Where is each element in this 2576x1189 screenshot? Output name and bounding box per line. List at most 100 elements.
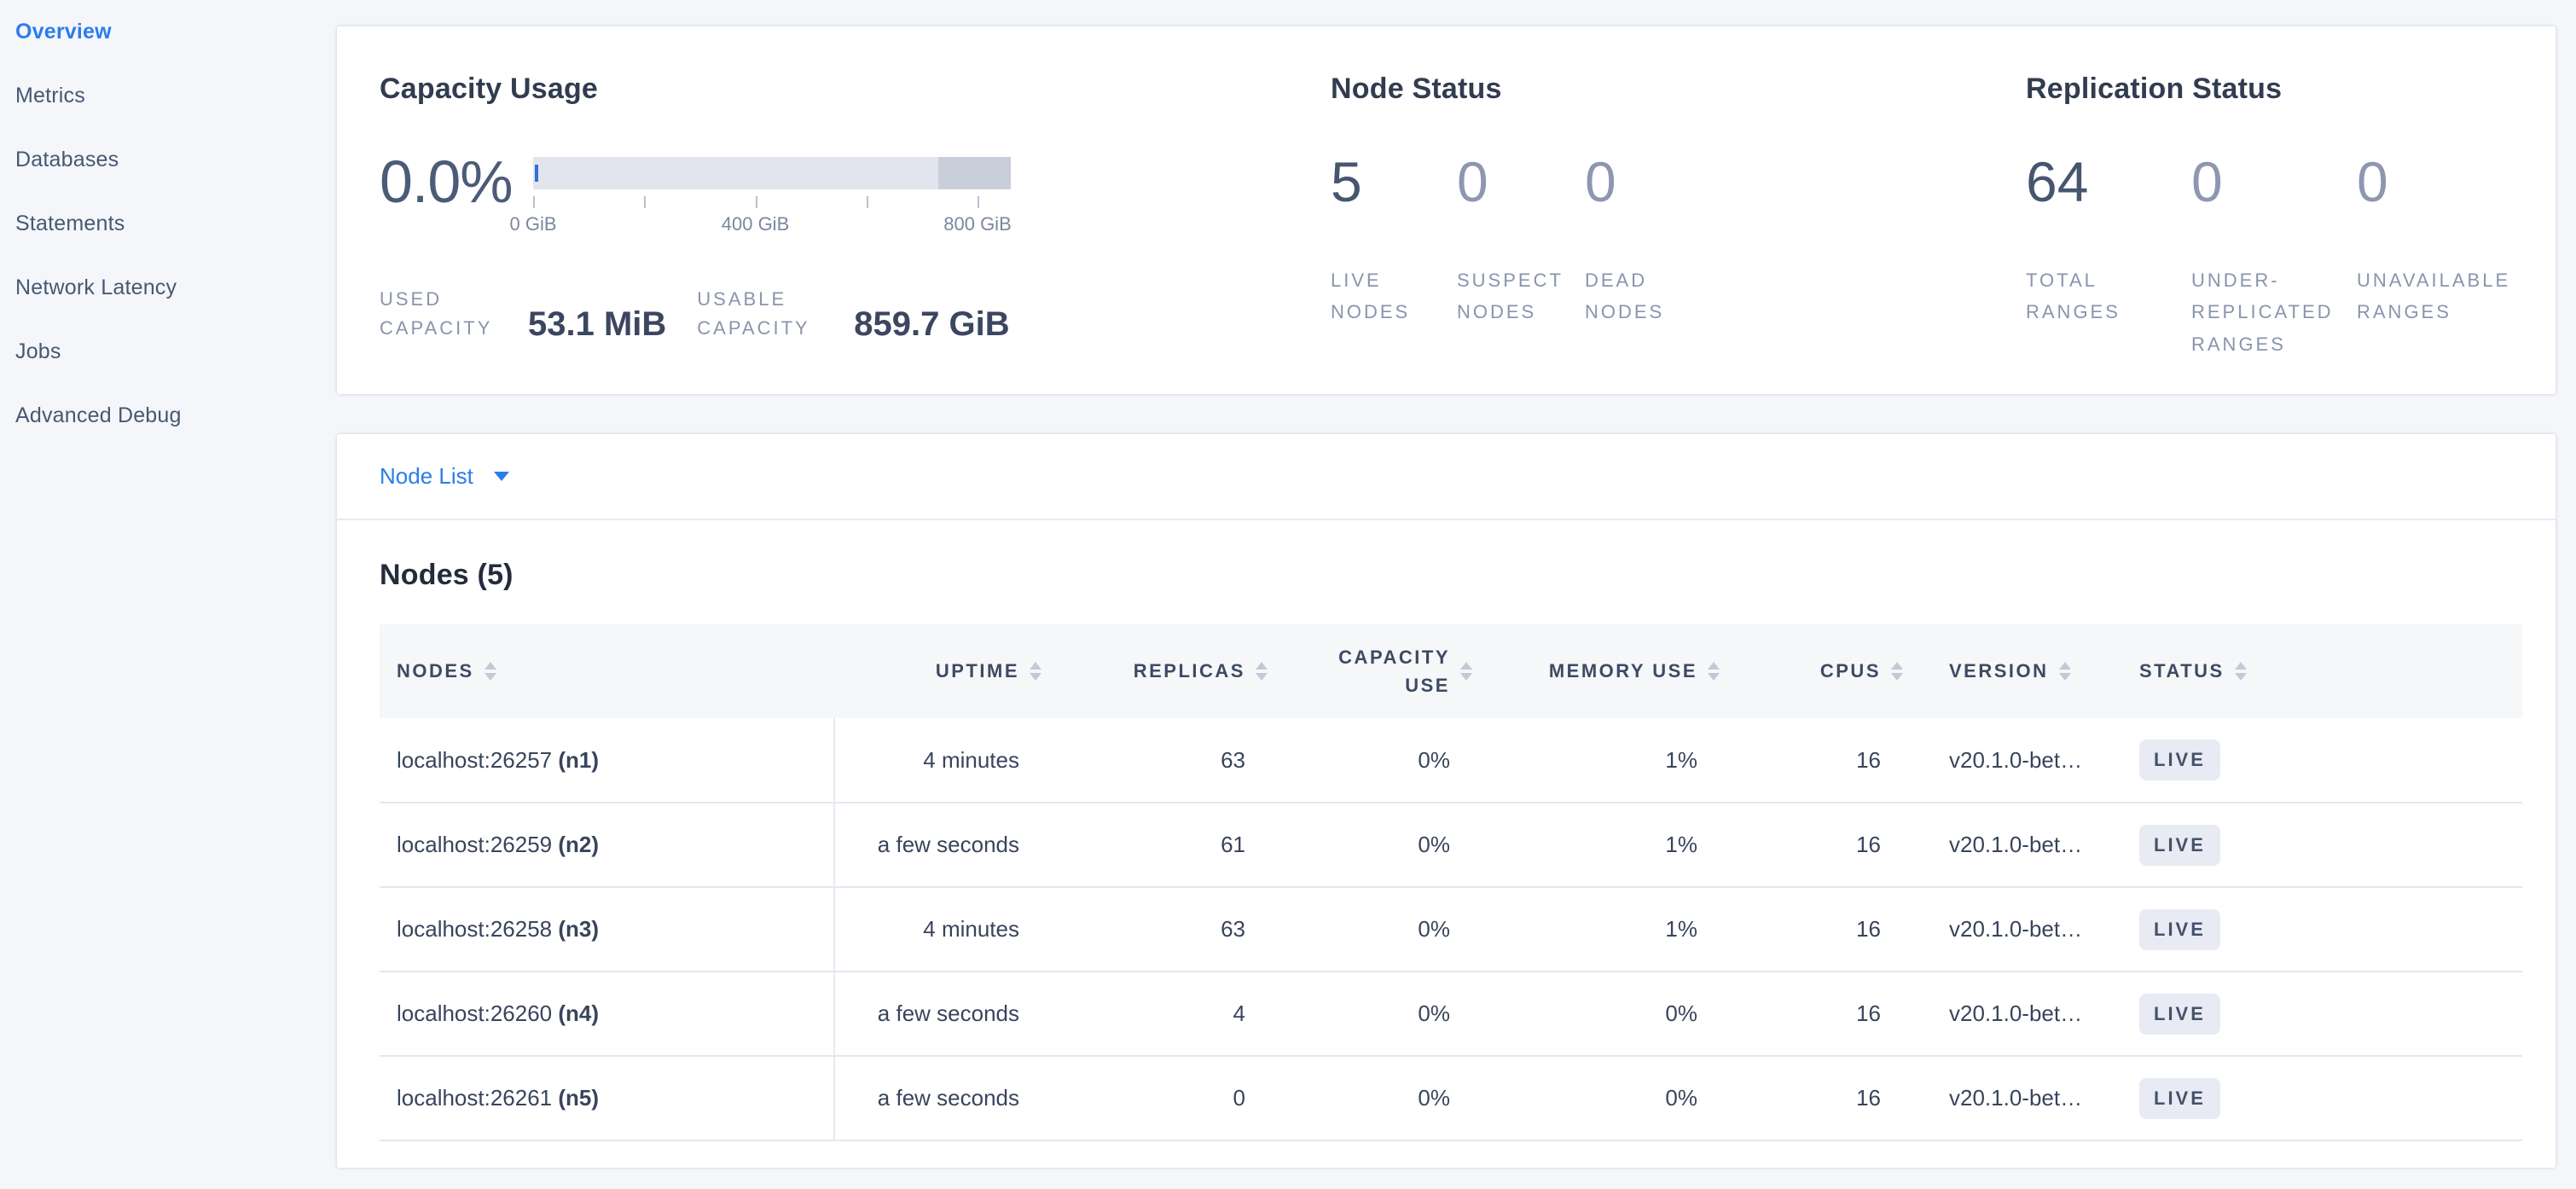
replication-status-section: Replication Status 64 TOTAL RANGES 0 UND…	[2026, 72, 2556, 394]
usable-capacity-group: USABLE CAPACITY 859.7 GiB	[697, 285, 1009, 343]
table-header-row: NODES UPTIME REPLICAS CAPACITY USE	[380, 624, 2522, 718]
node-list-dropdown[interactable]: Node List	[380, 463, 509, 490]
version-cell: v20.1.0-bet…	[1906, 803, 2115, 888]
sort-icon[interactable]	[2234, 662, 2247, 681]
unavailable-ranges-label: UNAVAILABLE RANGES	[2357, 270, 2511, 323]
node-id: (n4)	[558, 1000, 600, 1026]
capacity-use-cell: 0%	[1271, 718, 1476, 803]
total-ranges-label: TOTAL RANGES	[2026, 270, 2121, 323]
node-address[interactable]: localhost:26258	[397, 916, 553, 942]
cpus-cell: 16	[1723, 718, 1906, 803]
version-cell: v20.1.0-bet…	[1906, 887, 2115, 972]
nodes-count-heading: Nodes (5)	[380, 559, 513, 591]
sidebar: Overview Metrics Databases Statements Ne…	[0, 0, 337, 1189]
chevron-down-icon	[493, 472, 509, 481]
nodes-table: NODES UPTIME REPLICAS CAPACITY USE	[380, 624, 2522, 1141]
column-header-cpus[interactable]: CPUS	[1723, 624, 1906, 718]
cpus-cell: 16	[1723, 887, 1906, 972]
usable-capacity-value: 859.7 GiB	[854, 305, 1010, 344]
sort-icon[interactable]	[2058, 662, 2071, 681]
sidebar-item-advanced-debug[interactable]: Advanced Debug	[15, 403, 182, 427]
sidebar-item-jobs[interactable]: Jobs	[15, 339, 61, 363]
column-header-version[interactable]: VERSION	[1906, 624, 2115, 718]
table-row-node-3[interactable]: localhost:26258 (n3) 4 minutes 63 0% 1% …	[380, 887, 2522, 972]
capacity-nonusable-segment	[938, 157, 1011, 189]
column-header-replicas[interactable]: REPLICAS	[1045, 624, 1271, 718]
used-capacity-group: USED CAPACITY 53.1 MiB	[380, 285, 666, 343]
version-cell: v20.1.0-bet…	[1906, 1056, 2115, 1141]
cpus-cell: 16	[1723, 972, 1906, 1057]
memory-use-cell: 0%	[1476, 1056, 1723, 1141]
column-header-memory-use[interactable]: MEMORY USE	[1476, 624, 1723, 718]
table-row-node-5[interactable]: localhost:26261 (n5) a few seconds 0 0% …	[380, 1056, 2522, 1141]
capacity-usage-title: Capacity Usage	[380, 72, 599, 105]
column-header-capacity-use[interactable]: CAPACITY USE	[1271, 624, 1476, 718]
column-header-status[interactable]: STATUS	[2115, 624, 2260, 718]
usable-capacity-label: USABLE CAPACITY	[697, 288, 810, 339]
capacity-use-cell: 0%	[1271, 803, 1476, 888]
uptime-cell: a few seconds	[834, 1056, 1045, 1141]
tick-label-800: 800 GiB	[943, 213, 1012, 235]
capacity-gauge: 0 GiB 400 GiB 800 GiB	[509, 154, 1012, 235]
capacity-use-cell: 0%	[1271, 887, 1476, 972]
node-status-section: Node Status 5 LIVE NODES 0 SUSPECT NODES…	[1331, 72, 2026, 394]
dead-nodes-value: 0	[1585, 150, 1616, 213]
replicas-cell: 0	[1045, 1056, 1271, 1141]
capacity-use-cell: 0%	[1271, 972, 1476, 1057]
table-row-node-4[interactable]: localhost:26260 (n4) a few seconds 4 0% …	[380, 972, 2522, 1057]
used-capacity-label: USED CAPACITY	[380, 288, 493, 339]
sort-icon[interactable]	[484, 662, 496, 681]
uptime-cell: 4 minutes	[834, 887, 1045, 972]
node-address[interactable]: localhost:26260	[397, 1000, 553, 1026]
node-id: (n1)	[558, 746, 600, 773]
suspect-nodes-metric: 0 SUSPECT NODES	[1457, 154, 1585, 328]
sort-icon[interactable]	[1460, 662, 1472, 681]
total-ranges-value: 64	[2026, 150, 2089, 213]
live-nodes-label: LIVE NODES	[1331, 270, 1411, 323]
memory-use-cell: 1%	[1476, 887, 1723, 972]
uptime-cell: 4 minutes	[834, 718, 1045, 803]
status-badge: LIVE	[2139, 908, 2220, 950]
under-replicated-value: 0	[2191, 150, 2223, 213]
sidebar-item-network-latency[interactable]: Network Latency	[15, 276, 177, 299]
replicas-cell: 63	[1045, 718, 1271, 803]
sidebar-item-databases[interactable]: Databases	[15, 148, 119, 171]
memory-use-cell: 1%	[1476, 718, 1723, 803]
node-address[interactable]: localhost:26259	[397, 832, 553, 857]
replication-metrics: 64 TOTAL RANGES 0 UNDER-REPLICATED RANGE…	[2026, 154, 2556, 360]
total-ranges-metric: 64 TOTAL RANGES	[2026, 154, 2191, 360]
sort-icon[interactable]	[1256, 662, 1268, 681]
suspect-nodes-value: 0	[1457, 150, 1488, 213]
unavailable-ranges-metric: 0 UNAVAILABLE RANGES	[2357, 154, 2538, 360]
sort-icon[interactable]	[1708, 662, 1720, 681]
version-cell: v20.1.0-bet…	[1906, 972, 2115, 1057]
node-status-title: Node Status	[1331, 72, 1502, 105]
sidebar-item-statements[interactable]: Statements	[15, 212, 125, 235]
under-replicated-label: UNDER-REPLICATED RANGES	[2191, 270, 2334, 355]
status-badge: LIVE	[2139, 740, 2220, 780]
sidebar-item-overview[interactable]: Overview	[15, 20, 112, 44]
replicas-cell: 63	[1045, 887, 1271, 972]
table-row-node-1[interactable]: localhost:26257 (n1) 4 minutes 63 0% 1% …	[380, 718, 2522, 803]
live-nodes-metric: 5 LIVE NODES	[1331, 154, 1457, 328]
dead-nodes-metric: 0 DEAD NODES	[1585, 154, 1687, 328]
cpus-cell: 16	[1723, 1056, 1906, 1141]
sidebar-item-metrics[interactable]: Metrics	[15, 84, 85, 107]
sort-icon[interactable]	[1891, 662, 1903, 681]
node-address[interactable]: localhost:26257	[397, 746, 553, 773]
table-row-node-2[interactable]: localhost:26259 (n2) a few seconds 61 0%…	[380, 803, 2522, 888]
memory-use-cell: 1%	[1476, 803, 1723, 888]
status-badge: LIVE	[2139, 993, 2220, 1035]
column-header-uptime[interactable]: UPTIME	[834, 624, 1045, 718]
sort-icon[interactable]	[1030, 662, 1041, 681]
replication-status-title: Replication Status	[2026, 72, 2283, 105]
cluster-summary-card: Capacity Usage 0.0% 0 GiB 400 Gi	[337, 26, 2556, 394]
node-address[interactable]: localhost:26261	[397, 1085, 553, 1111]
capacity-metrics: USED CAPACITY 53.1 MiB USABLE CAPACITY 8…	[380, 285, 1331, 343]
unavailable-ranges-value: 0	[2357, 150, 2388, 213]
uptime-cell: a few seconds	[834, 972, 1045, 1057]
column-header-nodes[interactable]: NODES	[380, 624, 834, 718]
replicas-cell: 4	[1045, 972, 1271, 1057]
status-badge: LIVE	[2139, 824, 2220, 866]
node-id: (n5)	[558, 1085, 600, 1111]
